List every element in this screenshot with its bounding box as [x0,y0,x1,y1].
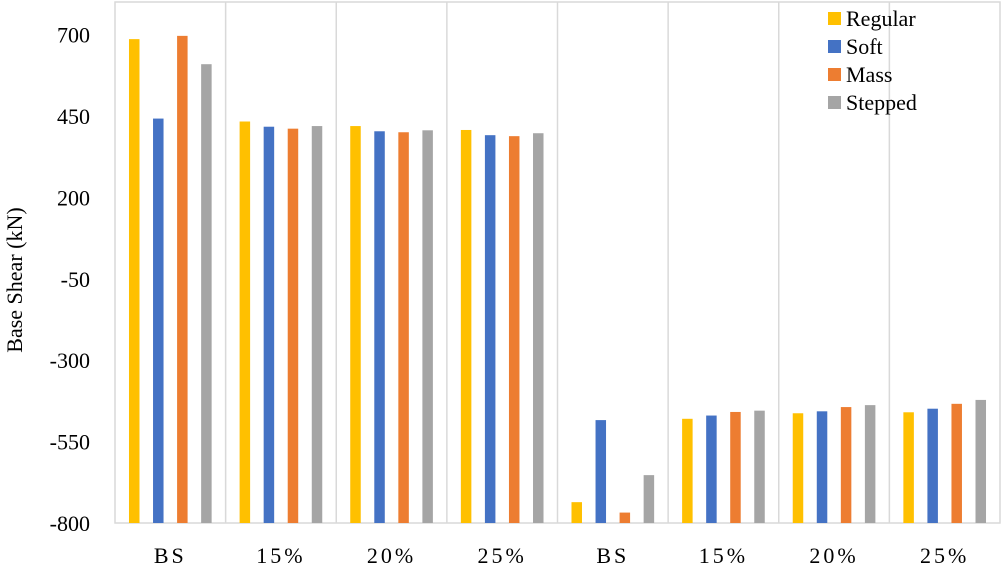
legend-label-mass: Mass [846,62,892,87]
bar-regular [350,126,361,524]
legend-swatch-stepped [828,96,841,109]
bar-soft [153,118,164,523]
bar-stepped [643,475,655,523]
y-tick-label: 450 [57,104,90,129]
bar-mass [951,403,962,523]
bar-soft [927,408,938,523]
bar-mass [840,407,852,523]
x-tick-label: BS [154,543,187,568]
bar-stepped [975,399,987,523]
bar-stepped [422,130,433,523]
x-tick-label: 20% [367,543,416,568]
legend-label-stepped: Stepped [846,90,917,115]
y-tick-label: -550 [50,430,90,455]
bar-stepped [864,405,876,523]
axes-layer: 700 450 200 -50 -300 -550 -800 BS 15% 20% 25% BS 15%… [50,23,969,568]
bar-mass [508,136,520,523]
bar-mass [730,411,741,523]
bar-mass [398,132,409,523]
bar-soft [374,131,385,523]
bar-soft [595,420,607,523]
legend-swatch-soft [828,40,841,53]
bar-regular [128,39,140,524]
y-tick-label: 700 [57,23,90,48]
bar-soft [816,411,828,523]
legend-swatch-regular [828,12,841,25]
legend: Regular Soft Mass Stepped [828,6,917,115]
bar-regular [571,502,582,523]
bar-mass [177,35,188,524]
x-tick-label: 15% [699,543,748,568]
bar-regular [460,129,472,523]
y-tick-label: 200 [57,185,90,210]
x-tick-label: 15% [256,543,305,568]
bar-stepped [311,126,323,524]
y-axis-label: Base Shear (kN) [2,207,27,352]
bar-soft [263,126,275,523]
bar-regular [792,413,804,523]
grid-layer [114,1,1001,524]
bar-stepped [201,64,212,524]
bar-soft [484,135,496,524]
legend-label-soft: Soft [846,34,883,59]
bar-stepped [533,133,544,523]
x-tick-label: BS [596,543,629,568]
y-tick-label: -50 [61,267,90,292]
x-tick-label: 20% [809,543,858,568]
bar-mass [287,128,299,523]
y-tick-label: -300 [50,348,90,373]
bars-layer [128,35,987,524]
bar-regular [239,121,251,524]
bar-mass [619,512,631,523]
bar-soft [706,415,717,523]
bar-regular [903,412,914,523]
y-tick-label: -800 [50,511,90,536]
x-tick-label: 25% [478,543,527,568]
bar-regular [682,418,693,523]
legend-swatch-mass [828,68,841,81]
legend-label-regular: Regular [846,6,916,31]
x-tick-label: 25% [920,543,969,568]
bar-stepped [754,410,765,523]
